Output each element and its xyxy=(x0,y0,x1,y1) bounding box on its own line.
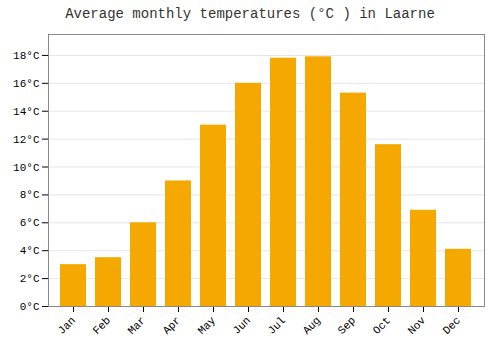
svg-text:Sep: Sep xyxy=(336,314,358,336)
svg-text:Jun: Jun xyxy=(231,314,253,336)
svg-text:Oct: Oct xyxy=(371,314,393,336)
svg-text:6°C: 6°C xyxy=(20,217,40,229)
svg-text:18°C: 18°C xyxy=(13,50,40,62)
svg-text:8°C: 8°C xyxy=(20,189,40,201)
svg-text:Feb: Feb xyxy=(91,314,113,336)
svg-text:Jul: Jul xyxy=(266,314,288,336)
svg-text:May: May xyxy=(196,314,219,337)
svg-text:Aug: Aug xyxy=(301,314,323,336)
svg-text:Nov: Nov xyxy=(406,314,429,337)
svg-text:Mar: Mar xyxy=(126,314,148,336)
svg-text:12°C: 12°C xyxy=(13,134,40,146)
svg-text:14°C: 14°C xyxy=(13,106,40,118)
html-text:Average monthly temperatures (: Average monthly temperatures (°C ) in La… xyxy=(65,6,435,22)
svg-text:10°C: 10°C xyxy=(13,162,40,174)
svg-text:Dec: Dec xyxy=(441,314,463,336)
svg-text:16°C: 16°C xyxy=(13,78,40,90)
svg-text:Apr: Apr xyxy=(161,314,183,336)
svg-text:Jan: Jan xyxy=(56,314,78,336)
svg-text:0°C: 0°C xyxy=(20,301,40,313)
svg-text:4°C: 4°C xyxy=(20,245,40,257)
svg-text:2°C: 2°C xyxy=(20,273,40,285)
